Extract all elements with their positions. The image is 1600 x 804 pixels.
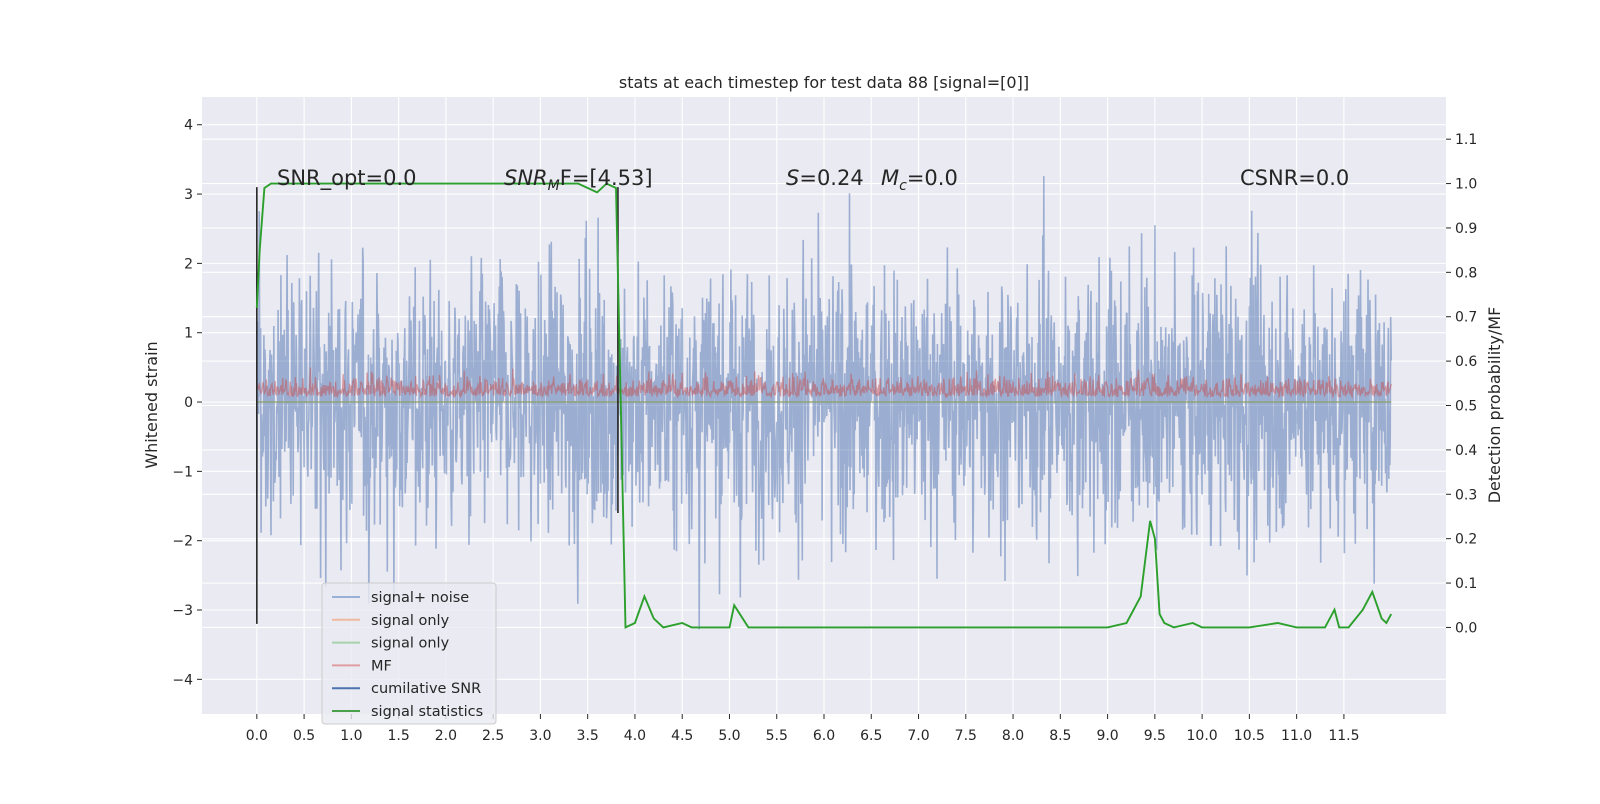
x-tick-label: 0.0 (246, 728, 268, 744)
annotation-mc-sub: c (899, 178, 907, 194)
series-layer (255, 176, 1393, 630)
annotation-csnr: CSNR=0.0 (1240, 166, 1349, 190)
chart-legend: signal+ noise signal only signal only MF cum… (321, 582, 497, 725)
y2-tick-label: 0.9 (1455, 221, 1477, 237)
y-tick-label: 2 (184, 256, 193, 272)
y2-tick-label: 0.4 (1455, 443, 1477, 459)
x-tick-label: 9.0 (1096, 728, 1118, 744)
y-tick-label: −4 (172, 672, 193, 688)
series-signal-plus-noise-line (256, 176, 1392, 630)
y2-axis-label: Detection probability/MF (1485, 307, 1504, 504)
annotation-snr-mf-var: SNR (504, 166, 548, 190)
x-tick-label: 11.5 (1328, 728, 1359, 744)
x-tick-label: 6.5 (860, 728, 882, 744)
legend-box (321, 582, 497, 725)
x-tick-label: 8.0 (1002, 728, 1024, 744)
x-tick-label: 4.0 (624, 728, 646, 744)
series-signal-statistics-line (255, 182, 1393, 629)
legend-label: cumilative SNR (371, 681, 481, 697)
y2-tick-label: 1.0 (1455, 177, 1477, 193)
x-tick-label: 5.5 (766, 728, 788, 744)
annotation-mc-var: M (881, 166, 899, 190)
y-tick-label: −3 (172, 603, 193, 619)
y2-tick-label: 0.0 (1455, 620, 1477, 636)
y-tick-label: −1 (172, 464, 193, 480)
x-tick-label: 9.5 (1144, 728, 1166, 744)
annotation-snr-mf-value: F=[4.53] (560, 166, 653, 190)
y-axis-label: Whitened strain (142, 341, 161, 468)
legend-label: signal only (371, 613, 450, 629)
series-mf-line (256, 367, 1392, 400)
x-tick-label: 4.5 (671, 728, 693, 744)
annotation-s-value: =0.24 (799, 166, 863, 190)
annotation-snr-opt: SNR_opt=0.0 (277, 166, 417, 191)
x-tick-label: 3.5 (577, 728, 599, 744)
legend-label: signal+ noise (371, 590, 469, 606)
tick-layer: 0.0 0.5 1.0 1.5 2.0 2.5 3.0 3.5 4.0 4.5 5.0 5.5 6.0 6… (172, 118, 1477, 744)
y-tick-label: 0 (184, 395, 193, 411)
legend-label: signal statistics (371, 704, 483, 720)
x-tick-label: 6.0 (813, 728, 835, 744)
x-tick-label: 7.0 (907, 728, 929, 744)
x-tick-label: 1.0 (340, 728, 362, 744)
y2-tick-label: 0.7 (1455, 310, 1477, 326)
x-tick-label: 10.5 (1234, 728, 1265, 744)
annotation-mc-value: =0.0 (907, 166, 958, 190)
y-tick-label: 1 (184, 326, 193, 342)
annotation-s-var: S (786, 166, 799, 190)
annotation-s: S=0.24 (786, 166, 864, 190)
x-tick-label: 10.0 (1187, 728, 1218, 744)
annotation-snr-mf-sub: M (548, 178, 560, 194)
x-tick-label: 7.5 (955, 728, 977, 744)
x-tick-label: 2.0 (435, 728, 457, 744)
legend-label: signal only (371, 636, 450, 652)
y-tick-label: 3 (184, 187, 193, 203)
y2-tick-label: 0.1 (1455, 576, 1477, 592)
x-tick-label: 3.0 (529, 728, 551, 744)
y2-tick-label: 0.5 (1455, 399, 1477, 415)
y2-tick-label: 0.3 (1455, 487, 1477, 503)
y-tick-label: −2 (172, 534, 193, 550)
y-tick-label: 4 (184, 118, 193, 134)
x-tick-label: 1.5 (387, 728, 409, 744)
x-tick-label: 5.0 (718, 728, 740, 744)
y2-tick-label: 0.6 (1455, 354, 1477, 370)
y2-tick-label: 0.8 (1455, 265, 1477, 281)
legend-label: MF (371, 658, 392, 674)
x-tick-label: 2.5 (482, 728, 504, 744)
annotation-mc: Mc=0.0 (881, 166, 958, 194)
x-tick-label: 11.0 (1281, 728, 1312, 744)
annotation-snr-mf: SNRMF=[4.53] (504, 166, 653, 194)
y2-tick-label: 0.2 (1455, 532, 1477, 548)
x-tick-label: 8.5 (1049, 728, 1071, 744)
y2-tick-label: 1.1 (1455, 132, 1477, 148)
x-tick-label: 0.5 (293, 728, 315, 744)
chart-title: stats at each timestep for test data 88 … (619, 73, 1029, 92)
